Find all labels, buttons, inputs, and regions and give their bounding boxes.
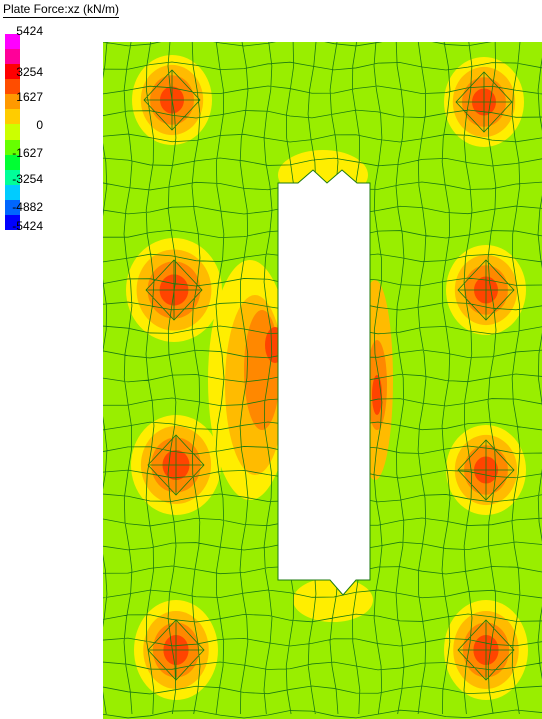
stress-band: [372, 375, 382, 415]
legend-label-neg4882: -4882: [12, 200, 43, 214]
opening-outline: [277, 169, 371, 596]
legend-label-1627: 1627: [16, 90, 43, 104]
legend-swatch: [5, 34, 20, 50]
stress-band: [278, 150, 368, 200]
legend-swatch: [5, 169, 20, 186]
legend-label-neg3254: -3254: [12, 172, 43, 186]
legend-label-0: 0: [36, 118, 43, 132]
legend-swatch: [5, 124, 20, 141]
legend-label-3254: 3254: [16, 65, 43, 79]
legend-swatch: [5, 94, 20, 110]
stress-band: [293, 578, 373, 622]
legend-swatch: [5, 199, 20, 216]
legend-label-neg1627: -1627: [12, 146, 43, 160]
legend-swatch: [5, 49, 20, 65]
color-legend: 5424 3254 1627 0 -1627 -3254 -4882 -5424: [5, 24, 95, 236]
legend-swatch: [5, 139, 20, 156]
legend-label-neg5424: -5424: [12, 219, 43, 233]
legend-swatch: [5, 109, 20, 125]
plot-title: Plate Force:xz (kN/m): [3, 2, 120, 18]
legend-swatch: [5, 184, 20, 201]
legend-swatch: [5, 214, 20, 231]
legend-label-5424: 5424: [16, 24, 43, 38]
legend-swatch: [5, 154, 20, 171]
legend-swatch: [5, 64, 20, 80]
plate-field: [103, 42, 542, 719]
legend-swatch: [5, 79, 20, 95]
